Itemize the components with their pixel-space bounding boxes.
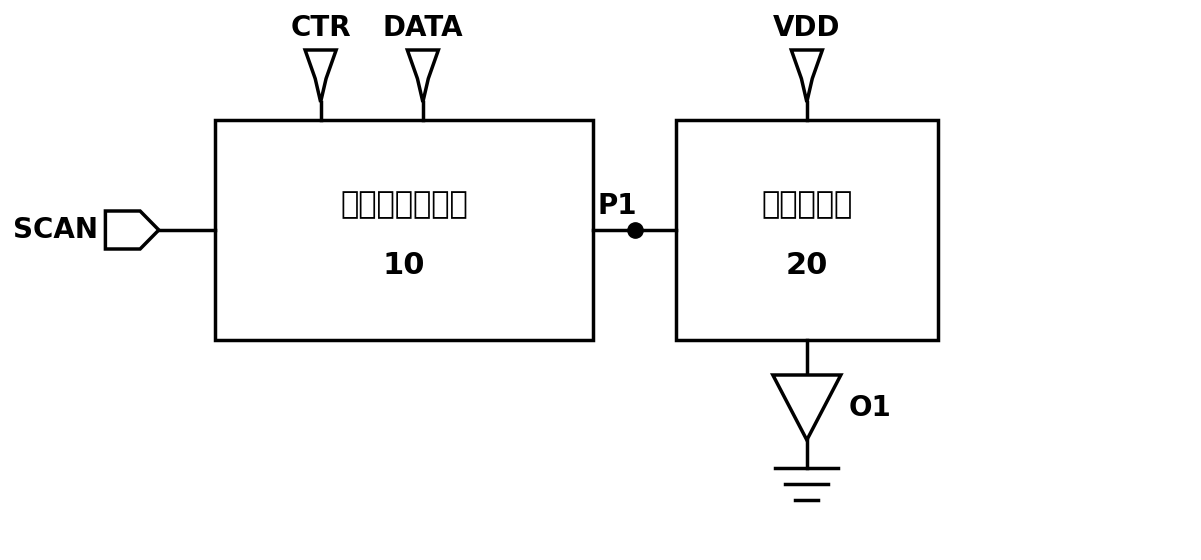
- Polygon shape: [791, 50, 823, 102]
- Bar: [676, 120, 938, 340]
- Polygon shape: [305, 50, 336, 102]
- Text: 10: 10: [383, 250, 425, 279]
- Bar: [215, 120, 593, 340]
- Text: P1: P1: [597, 192, 637, 220]
- Text: SCAN: SCAN: [13, 216, 97, 244]
- Text: 20: 20: [785, 250, 827, 279]
- Polygon shape: [407, 50, 438, 102]
- Text: DATA: DATA: [383, 14, 464, 42]
- Text: 驱动子电路: 驱动子电路: [761, 190, 853, 220]
- Text: CTR: CTR: [291, 14, 351, 42]
- Text: VDD: VDD: [773, 14, 841, 42]
- Text: 数据写入子电路: 数据写入子电路: [340, 190, 468, 220]
- Polygon shape: [773, 375, 841, 440]
- Text: O1: O1: [849, 394, 891, 422]
- Polygon shape: [106, 211, 159, 249]
